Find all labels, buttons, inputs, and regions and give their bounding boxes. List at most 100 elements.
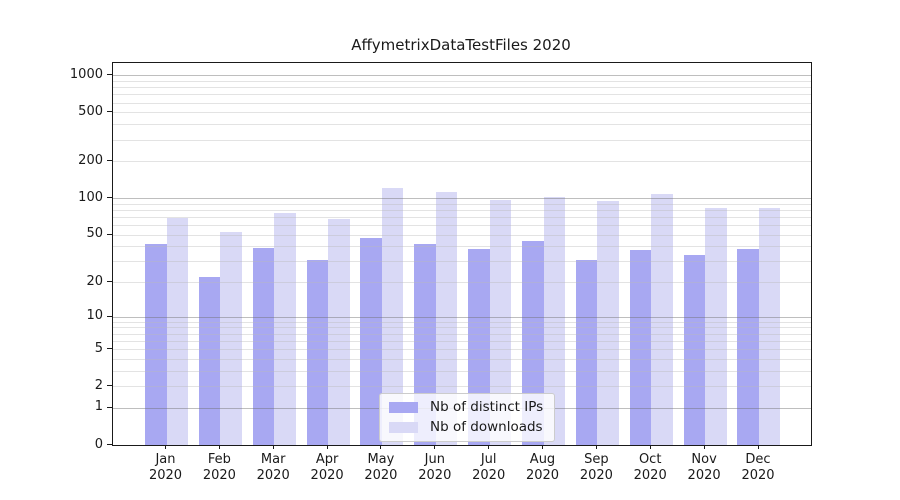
y-axis-tick — [107, 281, 112, 283]
chart-title: AffymetrixDataTestFiles 2020 — [351, 36, 571, 54]
plot-area: Nb of distinct IPs Nb of downloads — [112, 62, 812, 446]
bar-nb-of-downloads — [489, 199, 512, 445]
x-axis-tick-label: Jan 2020 — [148, 452, 183, 483]
x-axis-tick-label: Apr 2020 — [310, 452, 344, 483]
y-axis-tick — [107, 233, 112, 235]
x-axis-tick-label: Aug 2020 — [525, 452, 560, 483]
bar-nb-of-downloads — [166, 217, 188, 445]
bar-nb-of-distinct-ips — [629, 250, 652, 445]
bar-nb-of-distinct-ips — [198, 277, 221, 445]
y-axis-tick — [107, 385, 112, 387]
legend-label-distinct-ips: Nb of distinct IPs — [430, 399, 544, 415]
bar-nb-of-downloads — [543, 197, 566, 445]
x-axis-tick-label: Jun 2020 — [418, 452, 452, 483]
gridline-minor — [113, 340, 811, 342]
bar-nb-of-distinct-ips — [737, 248, 759, 445]
gridline-minor — [113, 112, 811, 114]
x-axis-tick-label: Mar 2020 — [256, 452, 290, 483]
legend-swatch-distinct-ips-icon — [389, 402, 418, 413]
gridline-minor — [113, 327, 811, 329]
bar-nb-of-downloads — [381, 188, 404, 445]
gridline-minor — [113, 349, 811, 351]
gridline-minor — [113, 225, 811, 226]
y-axis-tick-label: 50 — [86, 226, 103, 242]
gridline-minor — [113, 209, 811, 211]
gridline-minor — [113, 282, 811, 284]
x-axis-tick — [434, 445, 436, 449]
y-axis-tick — [107, 111, 112, 113]
x-axis-tick — [703, 445, 705, 449]
gridline-minor — [113, 139, 811, 141]
y-axis-tick — [107, 444, 112, 445]
y-axis-tick — [107, 74, 112, 76]
gridline-major — [113, 75, 811, 77]
bar-nb-of-downloads — [274, 212, 296, 445]
bar-nb-of-distinct-ips — [145, 243, 167, 445]
bar-nb-of-downloads — [328, 219, 350, 445]
bar-nb-of-distinct-ips — [306, 259, 329, 445]
y-axis-tick-label: 20 — [86, 273, 103, 289]
gridline-minor — [113, 333, 811, 335]
x-axis-tick — [757, 445, 759, 449]
bar-nb-of-downloads — [220, 231, 242, 445]
legend-item-downloads: Nb of downloads — [389, 420, 543, 435]
y-axis-tick — [107, 197, 112, 198]
bar-nb-of-distinct-ips — [252, 247, 275, 445]
y-axis-tick — [107, 160, 112, 162]
x-axis-tick-label: Feb 2020 — [202, 452, 236, 483]
gridline-minor — [113, 370, 811, 372]
y-axis-tick-label: 200 — [78, 152, 103, 168]
gridline-minor — [113, 161, 811, 163]
bar-nb-of-distinct-ips — [360, 237, 382, 445]
bar-nb-of-downloads — [705, 207, 727, 445]
x-axis-tick — [595, 445, 597, 449]
y-axis-tick-label: 5 — [94, 340, 103, 356]
gridline-minor — [113, 386, 811, 388]
y-axis-tick-label: 100 — [78, 189, 103, 205]
legend-swatch-downloads-icon — [389, 422, 418, 433]
legend: Nb of distinct IPs Nb of downloads — [379, 393, 556, 442]
y-axis-tick-label: 500 — [78, 103, 103, 119]
bar-nb-of-distinct-ips — [575, 259, 598, 445]
gridline-minor — [113, 80, 811, 82]
x-axis-tick-label: Sep 2020 — [579, 452, 613, 483]
x-axis-tick-label: Nov 2020 — [687, 452, 721, 483]
gridline-minor — [113, 234, 811, 236]
x-axis-tick — [488, 445, 490, 449]
gridline-major — [113, 198, 811, 199]
legend-label-downloads: Nb of downloads — [430, 419, 543, 435]
x-axis-tick-label: Jul 2020 — [472, 452, 506, 483]
gridline-minor — [113, 124, 811, 126]
gridline-major — [113, 316, 811, 318]
gridline-minor — [113, 94, 811, 96]
x-axis-tick — [542, 445, 543, 449]
gridline-minor — [113, 216, 811, 218]
y-axis-tick — [107, 348, 112, 350]
bar-nb-of-downloads — [597, 200, 619, 445]
x-axis-tick — [326, 445, 328, 449]
bar-nb-of-downloads — [435, 192, 458, 445]
y-axis-tick-label: 1000 — [69, 66, 103, 82]
y-axis-tick-label: 10 — [86, 308, 103, 324]
bar-nb-of-downloads — [651, 193, 673, 445]
x-axis-tick-label: Dec 2020 — [741, 452, 775, 483]
gridline-minor — [113, 87, 811, 89]
legend-item-distinct-ips: Nb of distinct IPs — [389, 400, 543, 415]
gridline-minor — [113, 261, 811, 263]
x-axis-tick — [272, 445, 274, 449]
x-axis-tick-label: May 2020 — [364, 452, 398, 483]
x-axis-tick-label: Oct 2020 — [633, 452, 667, 483]
gridline-minor — [113, 246, 811, 248]
x-axis-tick — [380, 445, 382, 449]
x-axis-tick — [649, 445, 651, 449]
y-axis-tick-label: 2 — [94, 377, 103, 393]
gridline-minor — [113, 358, 811, 360]
x-axis-tick — [218, 445, 220, 449]
gridline-minor — [113, 102, 811, 104]
bar-nb-of-distinct-ips — [683, 254, 706, 445]
gridline-minor — [113, 321, 811, 323]
y-axis-tick-label: 0 — [94, 436, 103, 452]
y-axis-tick — [107, 315, 112, 317]
bar-nb-of-downloads — [758, 207, 781, 445]
